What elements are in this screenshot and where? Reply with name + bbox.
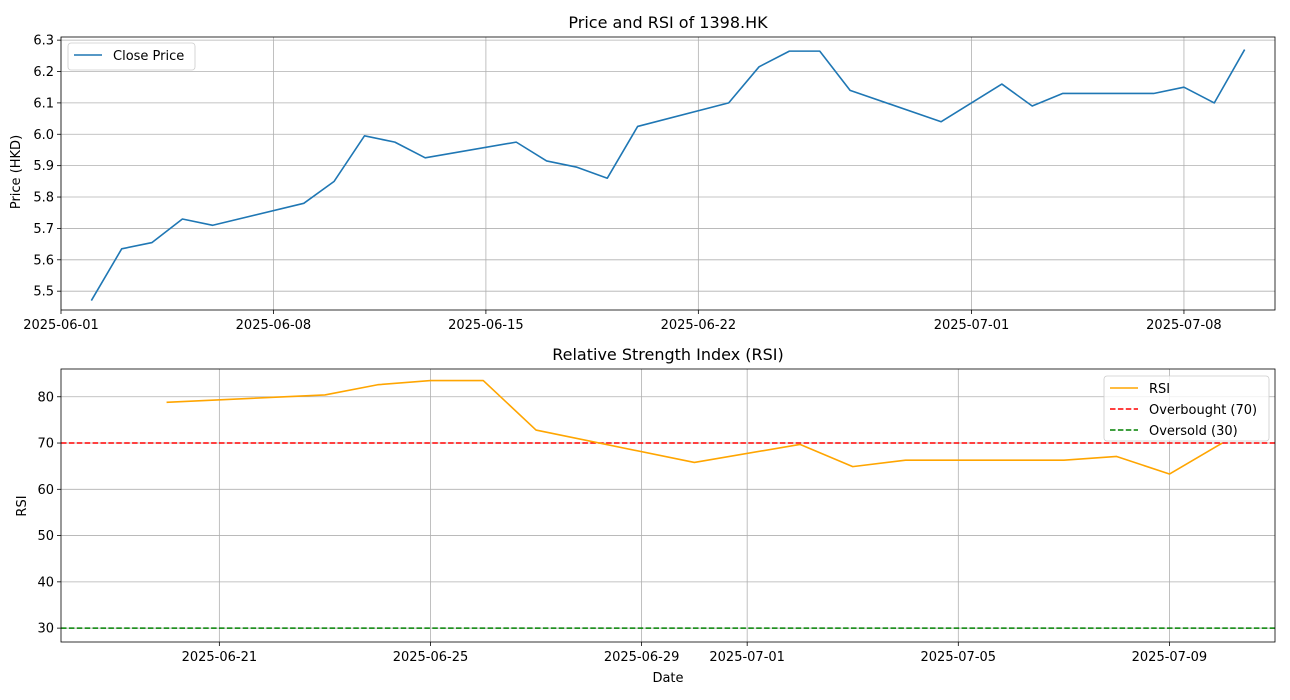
x-tick-label: 2025-07-08	[1146, 318, 1222, 333]
price-chart-grid	[60, 37, 1275, 310]
x-tick-label: 2025-06-29	[604, 650, 680, 665]
y-tick-label: 5.8	[33, 191, 54, 206]
rsi-chart-ylabel: RSI	[15, 495, 30, 516]
y-tick-label: 5.9	[33, 159, 54, 174]
rsi-chart-legend: RSI Overbought (70) Oversold (30)	[1103, 375, 1270, 442]
legend-label-overbought: Overbought (70)	[1149, 403, 1257, 418]
legend-label-close-price: Close Price	[113, 49, 184, 64]
x-tick-label: 2025-07-01	[934, 318, 1010, 333]
y-tick-label: 5.7	[33, 222, 54, 237]
x-tick-label: 2025-07-01	[709, 650, 785, 665]
y-tick-label: 6.0	[33, 128, 54, 143]
series-line	[166, 379, 1223, 475]
rsi-chart-frame	[60, 368, 1276, 643]
y-tick-label: 70	[37, 437, 54, 452]
x-tick-label: 2025-07-09	[1132, 650, 1208, 665]
y-tick-label: 5.6	[33, 253, 54, 268]
y-tick-label: 80	[37, 390, 54, 405]
price-chart-y-ticks: 5.5 5.6 5.7 5.8 5.9 6.0 6.1 6.2 6.3	[33, 34, 61, 300]
y-tick-label: 50	[37, 529, 54, 544]
price-chart: Price and RSI of 1398.HK Price (HKD) 202…	[9, 13, 1276, 333]
y-tick-label: 30	[37, 622, 54, 637]
rsi-chart-title: Relative Strength Index (RSI)	[552, 345, 784, 364]
price-chart-title: Price and RSI of 1398.HK	[568, 13, 768, 32]
y-tick-label: 6.1	[33, 96, 54, 111]
x-tick-label: 2025-06-01	[23, 318, 99, 333]
rsi-chart-series	[166, 379, 1223, 475]
price-chart-series	[90, 49, 1246, 301]
series-line	[90, 49, 1246, 301]
price-chart-x-ticks: 2025-06-01 2025-06-08 2025-06-15 2025-06-22…	[23, 310, 1222, 333]
y-tick-label: 60	[37, 483, 54, 498]
rsi-chart-reference-lines	[61, 442, 1275, 629]
y-tick-label: 5.5	[33, 285, 54, 300]
price-chart-ylabel: Price (HKD)	[9, 135, 24, 209]
legend-label-rsi: RSI	[1149, 382, 1170, 397]
x-tick-label: 2025-06-15	[448, 318, 524, 333]
rsi-chart-y-ticks: 30 40 50 60 70 80	[37, 390, 61, 637]
y-tick-label: 40	[37, 575, 54, 590]
price-chart-frame	[60, 36, 1276, 311]
x-tick-label: 2025-06-22	[661, 318, 737, 333]
x-tick-label: 2025-06-25	[393, 650, 469, 665]
price-chart-legend: Close Price	[67, 42, 196, 71]
legend-label-oversold: Oversold (30)	[1149, 424, 1238, 439]
y-tick-label: 6.2	[33, 65, 54, 80]
x-tick-label: 2025-07-05	[921, 650, 997, 665]
y-tick-label: 6.3	[33, 34, 54, 49]
x-tick-label: 2025-06-08	[236, 318, 312, 333]
rsi-chart-x-ticks: 2025-06-21 2025-06-25 2025-06-29 2025-07-01…	[182, 642, 1208, 665]
rsi-chart-xlabel: Date	[652, 671, 683, 686]
rsi-chart: Relative Strength Index (RSI) RSI Date 2…	[15, 345, 1276, 686]
x-tick-label: 2025-06-21	[182, 650, 258, 665]
